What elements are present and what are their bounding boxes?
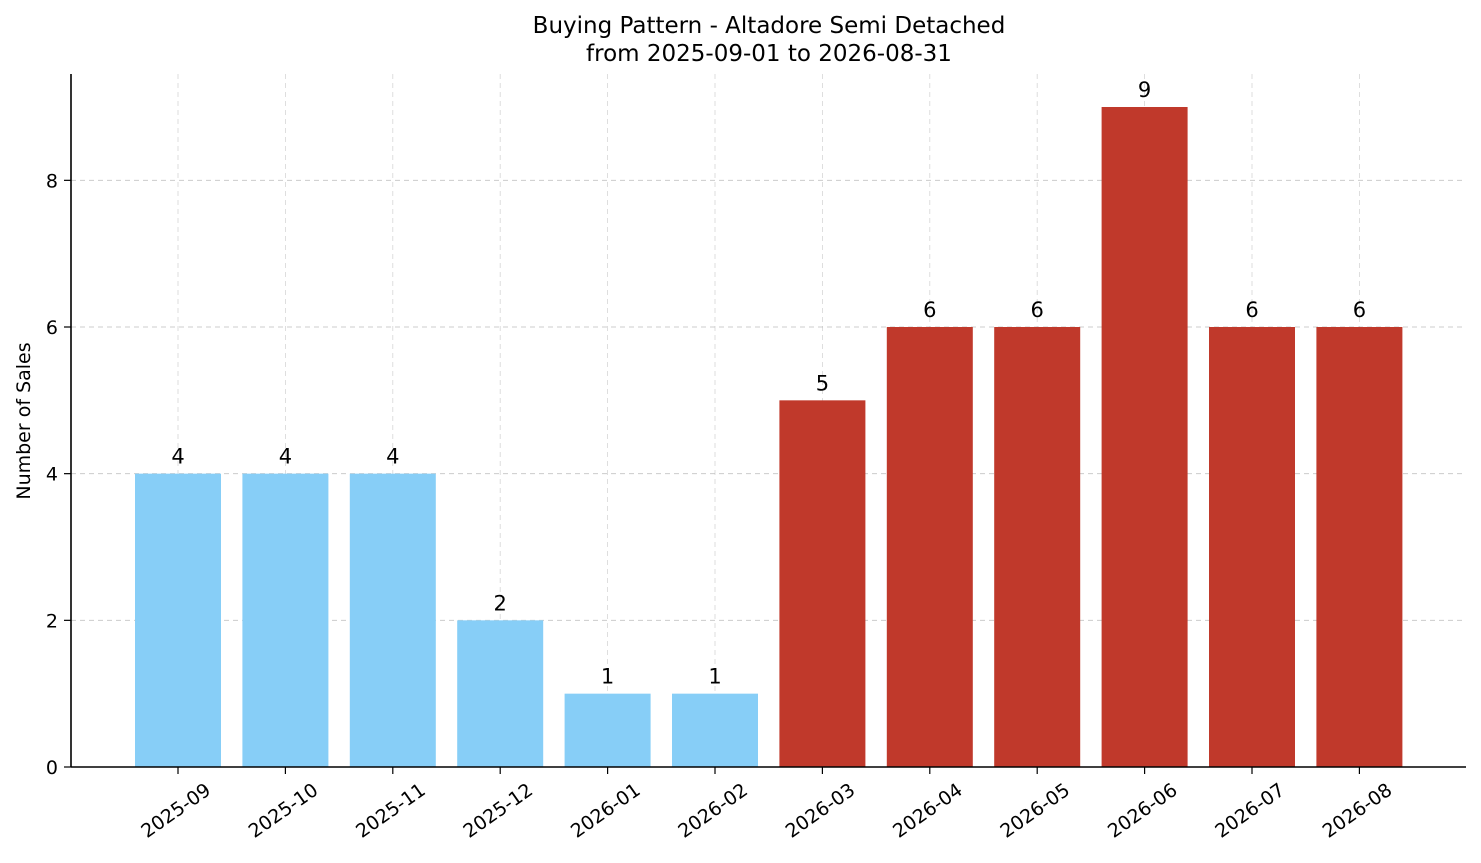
- x-tick-label: 2026-08: [1319, 779, 1397, 843]
- y-axis-label: Number of Sales: [13, 342, 35, 499]
- bars: [135, 107, 1403, 767]
- data-label-2025-11: 4: [386, 445, 399, 469]
- x-tick-label: 2026-05: [996, 779, 1074, 843]
- x-tick-label: 2026-02: [674, 779, 752, 843]
- x-tick-label: 2025-12: [459, 779, 537, 843]
- x-tick-label: 2025-09: [137, 779, 215, 843]
- bar-2025-10: [242, 473, 329, 767]
- x-tick-label: 2025-10: [245, 779, 323, 843]
- x-tick-label: 2026-01: [567, 779, 645, 843]
- data-label-2026-04: 6: [923, 298, 936, 322]
- data-label-2026-06: 9: [1138, 78, 1151, 102]
- bar-2026-04: [886, 327, 973, 767]
- data-label-2026-03: 5: [816, 371, 829, 395]
- data-label-2026-08: 6: [1353, 298, 1366, 322]
- y-tick-label: 0: [46, 757, 58, 779]
- x-tick-label: 2026-07: [1211, 779, 1289, 843]
- bar-2025-11: [349, 473, 436, 767]
- bar-2026-07: [1209, 327, 1295, 767]
- data-label-2025-10: 4: [279, 445, 292, 469]
- data-label-2026-07: 6: [1245, 298, 1258, 322]
- data-label-2025-12: 2: [494, 591, 507, 615]
- bar-2025-12: [457, 620, 544, 767]
- bar-2026-02: [672, 693, 758, 767]
- data-label-2026-01: 1: [601, 665, 614, 689]
- data-label-2025-09: 4: [171, 445, 184, 469]
- y-tick-label: 8: [46, 170, 58, 192]
- y-tick-label: 2: [46, 610, 58, 632]
- x-tick-label: 2025-11: [352, 779, 430, 843]
- bar-2025-09: [135, 473, 221, 767]
- bar-2026-08: [1316, 327, 1403, 767]
- data-labels: 4 4 4 2 1 1 5 6 6 9 6 6: [171, 78, 1366, 689]
- y-tick-label: 6: [46, 317, 58, 339]
- chart-subtitle: from 2025-09-01 to 2026-08-31: [586, 41, 952, 67]
- x-tick-label: 2026-03: [782, 779, 860, 843]
- x-tick-label: 2026-04: [889, 779, 967, 843]
- bar-2026-06: [1101, 107, 1188, 767]
- data-label-2026-02: 1: [708, 665, 721, 689]
- bar-2026-05: [994, 327, 1081, 767]
- data-label-2026-05: 6: [1031, 298, 1044, 322]
- bar-2026-03: [779, 400, 866, 767]
- bar-2026-01: [564, 693, 651, 767]
- y-tick-label: 4: [46, 464, 58, 486]
- x-tick-label: 2026-06: [1104, 779, 1182, 843]
- chart-title: Buying Pattern - Altadore Semi Detached: [533, 13, 1006, 39]
